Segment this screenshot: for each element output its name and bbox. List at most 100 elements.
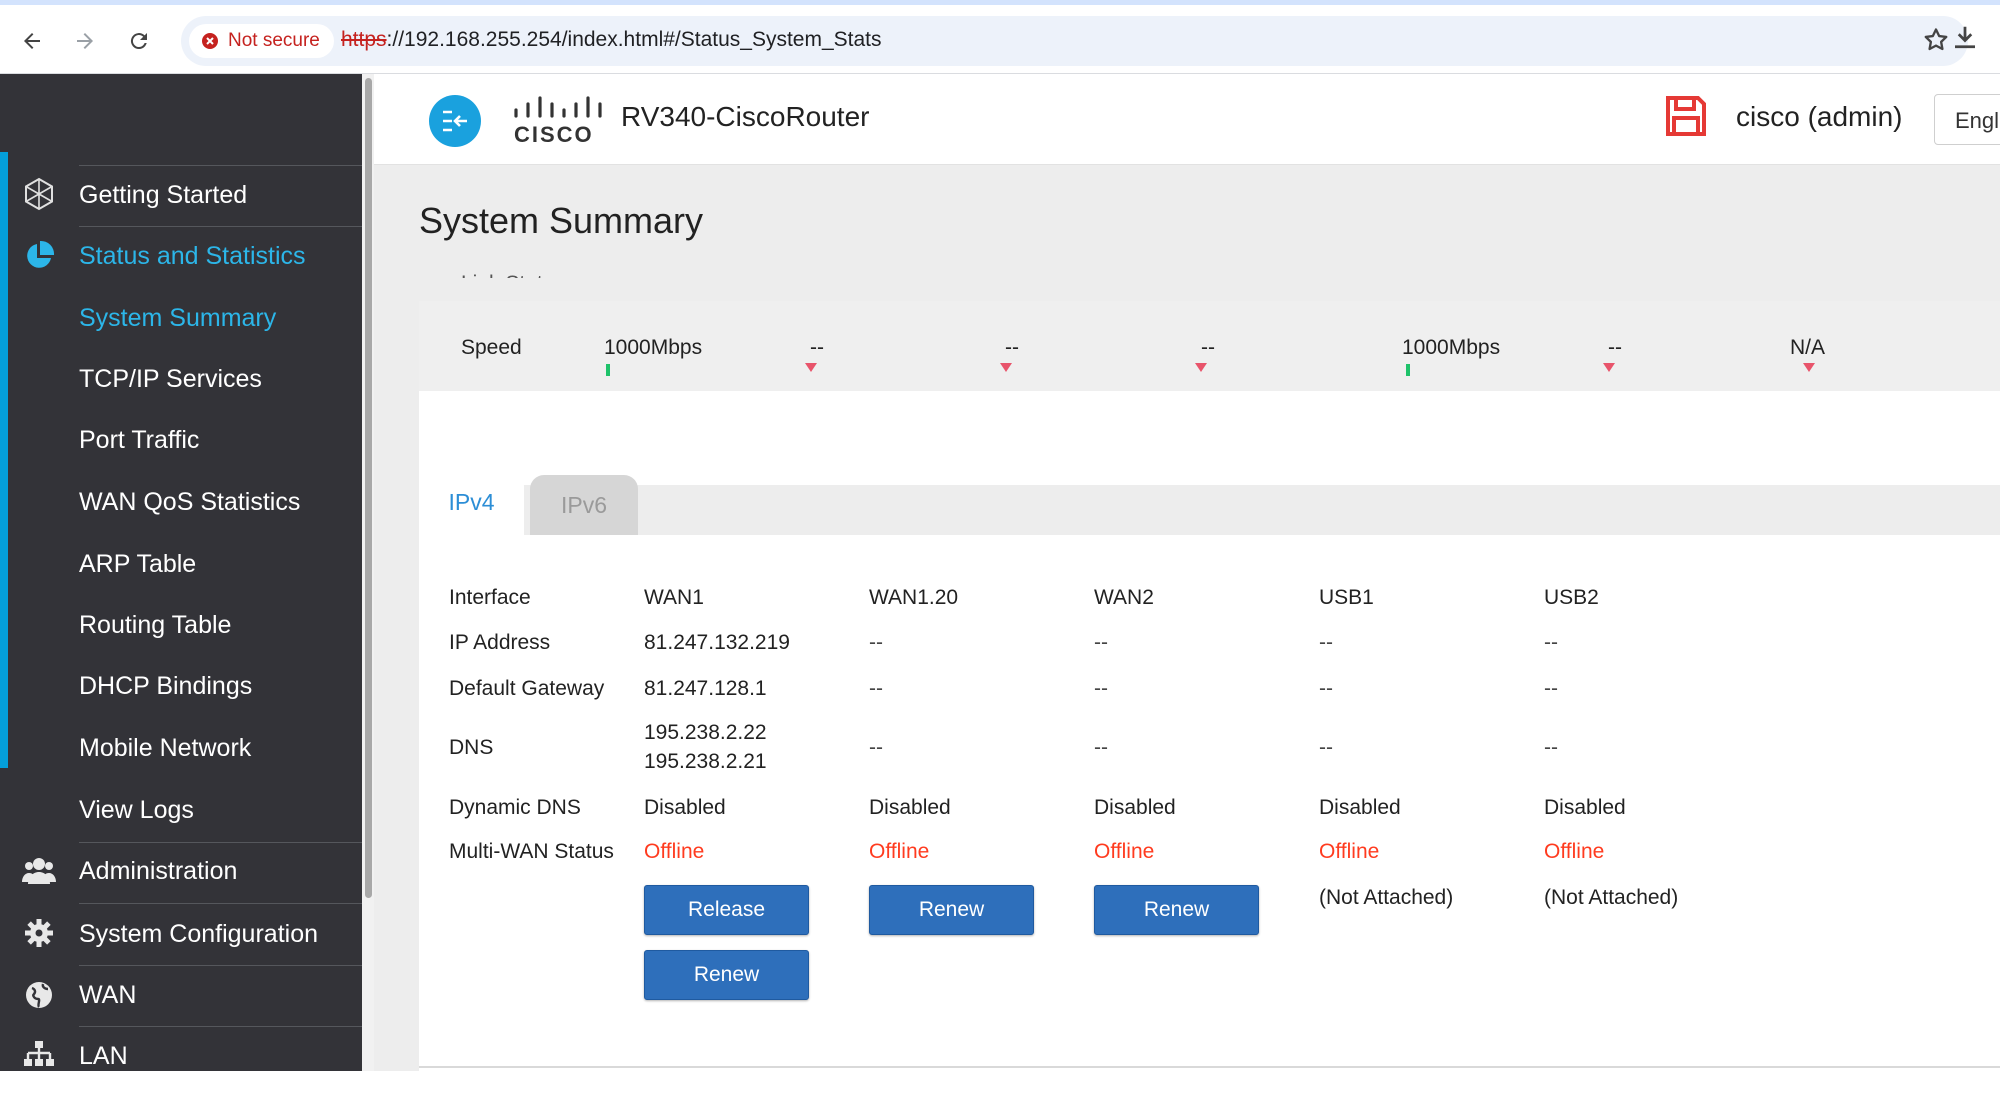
wan2-ip: -- — [1094, 631, 1108, 654]
usb2-interface: USB2 — [1544, 586, 1599, 609]
menu-toggle-button[interactable] — [429, 95, 481, 147]
link-down-indicator — [1803, 363, 1815, 372]
wan1-dns-primary: 195.238.2.22 — [644, 721, 767, 744]
wan2-dns: -- — [1094, 736, 1108, 759]
app-header: CISCO RV340-CiscoRouter cisco (admin) En… — [374, 74, 2000, 165]
wan1-status: Offline — [644, 840, 705, 863]
usb1-ip: -- — [1319, 631, 1333, 654]
wan1-interface: WAN1 — [644, 586, 704, 609]
sidebar-item-administration[interactable]: Administration — [79, 857, 238, 885]
forward-arrow-icon — [77, 33, 93, 49]
sidebar-divider — [79, 1026, 362, 1027]
usb2-ip: -- — [1544, 631, 1558, 654]
users-icon — [20, 852, 58, 890]
port-speed: -- — [1005, 336, 1019, 359]
reload-button[interactable] — [119, 21, 159, 61]
usb2-status: Offline — [1544, 840, 1605, 863]
warning-icon — [202, 33, 218, 49]
wan1-renew-button[interactable]: Renew — [644, 950, 809, 1000]
ip-address-label: IP Address — [449, 631, 551, 654]
url-path: ://192.168.255.254/index.html#/Status_Sy… — [386, 28, 882, 51]
wan1-gateway: 81.247.128.1 — [644, 677, 767, 700]
port-speed: 1000Mbps — [1402, 336, 1501, 359]
sidebar-item-tcpip-services[interactable]: TCP/IP Services — [79, 365, 262, 393]
port-speed: -- — [810, 336, 824, 359]
sidebar-item-arp-table[interactable]: ARP Table — [79, 550, 197, 578]
pie-chart-icon — [20, 237, 58, 275]
link-up-indicator — [606, 364, 610, 376]
sidebar-item-routing-table[interactable]: Routing Table — [79, 611, 232, 639]
usb2-gateway: -- — [1544, 677, 1558, 700]
link-down-indicator — [1000, 363, 1012, 372]
getting-started-icon — [20, 175, 58, 213]
wan1-dns-secondary: 195.238.2.21 — [644, 750, 767, 773]
wan120-renew-button[interactable]: Renew — [869, 885, 1034, 935]
sidebar-item-mobile-network[interactable]: Mobile Network — [79, 734, 252, 762]
wan120-status: Offline — [869, 840, 930, 863]
download-icon — [1955, 26, 1975, 49]
url-text[interactable]: https://192.168.255.254/index.html#/Stat… — [341, 28, 882, 52]
wan120-interface: WAN1.20 — [869, 586, 959, 609]
port-speed: 1000Mbps — [604, 336, 703, 359]
port-speed: N/A — [1790, 336, 1826, 359]
sidebar-item-system-summary[interactable]: System Summary — [79, 304, 277, 332]
sidebar — [0, 74, 362, 1071]
usb1-interface: USB1 — [1319, 586, 1374, 609]
scroll-clip — [419, 278, 2000, 301]
globe-icon — [20, 976, 58, 1014]
reload-icon — [130, 33, 147, 50]
main-content: CISCO RV340-CiscoRouter cisco (admin) En… — [374, 74, 2000, 1120]
language-select[interactable]: English — [1934, 94, 2000, 145]
address-bar[interactable]: Not secure https://192.168.255.254/index… — [181, 16, 1968, 66]
tab-ipv4[interactable]: IPv4 — [419, 472, 524, 535]
sidebar-item-port-traffic[interactable]: Port Traffic — [79, 426, 200, 454]
sidebar-item-status-and-statistics[interactable]: Status and Statistics — [79, 242, 306, 270]
port-speed: -- — [1201, 336, 1215, 359]
usb2-note: (Not Attached) — [1544, 886, 1679, 909]
dns-label: DNS — [449, 736, 494, 759]
sidebar-item-getting-started[interactable]: Getting Started — [79, 181, 248, 209]
browser-top-strip — [0, 0, 2000, 5]
sidebar-item-dhcp-bindings[interactable]: DHCP Bindings — [79, 672, 253, 700]
link-down-indicator — [1603, 363, 1615, 372]
cisco-logo: CISCO — [512, 96, 602, 147]
usb1-dns: -- — [1319, 736, 1333, 759]
sidebar-item-view-logs[interactable]: View Logs — [79, 796, 194, 824]
save-button[interactable] — [1664, 94, 1708, 143]
sidebar-item-system-configuration[interactable]: System Configuration — [79, 920, 319, 948]
sidebar-active-indicator — [0, 152, 8, 768]
save-icon — [1666, 96, 1706, 136]
forward-button[interactable] — [65, 21, 105, 61]
wan2-renew-button[interactable]: Renew — [1094, 885, 1259, 935]
usb1-note: (Not Attached) — [1319, 886, 1454, 909]
dynamic-dns-label: Dynamic DNS — [449, 796, 581, 819]
wan1-ip: 81.247.132.219 — [644, 631, 790, 654]
sidebar-item-wan-qos-statistics[interactable]: WAN QoS Statistics — [79, 488, 301, 516]
sidebar-item-lan[interactable]: LAN — [79, 1042, 128, 1070]
usb1-ddns: Disabled — [1319, 796, 1401, 819]
wan120-ddns: Disabled — [869, 796, 951, 819]
tab-ipv6[interactable]: IPv6 — [530, 475, 638, 535]
wan1-release-button[interactable]: Release — [644, 885, 809, 935]
security-label: Not secure — [228, 30, 320, 51]
bookmark-button[interactable] — [1922, 26, 1950, 59]
ipv4-card — [419, 535, 2000, 1120]
collapse-menu-icon — [443, 110, 467, 132]
sidebar-divider — [79, 842, 362, 843]
sidebar-scrollbar-thumb[interactable] — [365, 78, 372, 898]
usb1-status: Offline — [1319, 840, 1380, 863]
default-gateway-label: Default Gateway — [449, 677, 605, 700]
link-up-indicator — [1406, 364, 1410, 376]
download-button[interactable] — [1950, 23, 1980, 58]
security-chip[interactable]: Not secure — [189, 24, 334, 58]
wan120-gateway: -- — [869, 677, 883, 700]
network-icon — [20, 1036, 58, 1074]
port-speed: -- — [1608, 336, 1622, 359]
sidebar-item-wan[interactable]: WAN — [79, 981, 137, 1009]
gear-icon — [20, 914, 58, 952]
user-account[interactable]: cisco (admin) — [1736, 101, 1903, 132]
interface-label: Interface — [449, 586, 531, 609]
wan2-ddns: Disabled — [1094, 796, 1176, 819]
back-button[interactable] — [12, 21, 52, 61]
card-bottom-border — [419, 1066, 2000, 1068]
